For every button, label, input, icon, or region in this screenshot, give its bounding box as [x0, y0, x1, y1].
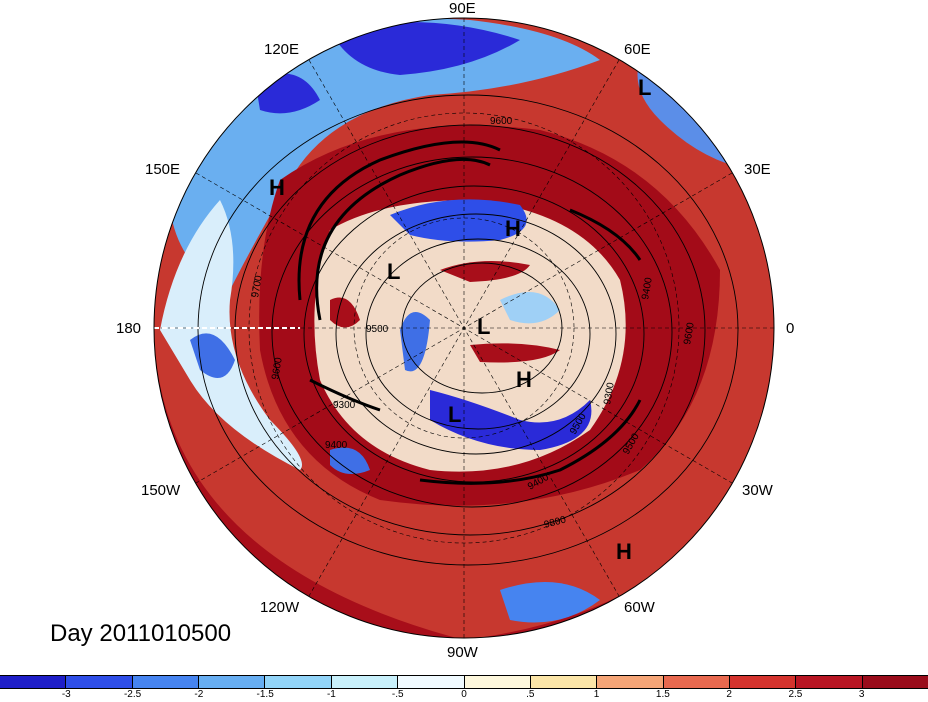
- high-pressure-marker: H: [269, 175, 285, 200]
- colorbar-swatch: [530, 676, 598, 688]
- colorbar-tick-label: -3: [61, 689, 71, 700]
- contour-label: 9300: [602, 381, 617, 405]
- colorbar-swatch: [66, 676, 133, 688]
- colorbar-tick-label: -1: [326, 689, 336, 700]
- lon-label-90w: 90W: [447, 644, 478, 661]
- lon-label-90e: 90E: [449, 0, 476, 17]
- colorbar-swatch: [199, 676, 266, 688]
- colorbar-tick-label: -.5: [391, 689, 404, 700]
- colorbar-swatch: [0, 676, 67, 688]
- lon-label-0: 0: [786, 320, 795, 337]
- jet-contours: [297, 140, 642, 485]
- colorbar-swatch: [597, 676, 664, 688]
- high-pressure-marker: H: [516, 367, 532, 392]
- colorbar: [0, 675, 928, 689]
- colorbar-swatch: [464, 676, 531, 688]
- colorbar-tick-label: .5: [526, 689, 535, 700]
- colorbar-swatch: [796, 676, 863, 688]
- lon-label-180: 180: [116, 320, 142, 337]
- lon-label-150e: 150E: [145, 161, 181, 178]
- polar-map: 9600 9700 9500 9400 9300 9400 9300 9600 …: [153, 17, 775, 639]
- low-pressure-marker: L: [387, 259, 401, 284]
- map-title: Day 2011010500: [50, 620, 232, 647]
- colorbar-tick-label: -2.5: [123, 689, 142, 700]
- high-pressure-marker: H: [505, 216, 521, 241]
- lon-label-30w: 30W: [742, 482, 773, 499]
- low-pressure-marker: L: [448, 402, 462, 427]
- lon-label-60e: 60E: [624, 41, 651, 58]
- colorbar-swatch: [331, 676, 399, 688]
- lon-label-120e: 120E: [264, 41, 300, 58]
- colorbar-swatch: [663, 676, 730, 688]
- colorbar-tick-label: 3: [858, 689, 865, 700]
- contour-label: 9700: [250, 274, 265, 298]
- contour-label: 9600: [682, 321, 697, 345]
- colorbar-tick-label: 2.5: [788, 689, 803, 700]
- colorbar-swatch: [729, 676, 797, 688]
- colorbar-tick-label: -1.5: [256, 689, 274, 700]
- contour-label: 9400: [325, 440, 348, 451]
- contour-label: 9400: [640, 276, 655, 300]
- colorbar-labels: -3 -2.5 -2 -1.5 -1 -.5 0 .5 1 1.5 2 2.5 3: [0, 689, 928, 702]
- lon-label-120w: 120W: [260, 599, 300, 616]
- colorbar-tick-label: 2: [726, 689, 732, 700]
- colorbar-swatch: [265, 676, 332, 688]
- colorbar-tick-label: 0: [461, 689, 467, 700]
- lon-label-60w: 60W: [624, 599, 655, 616]
- low-pressure-marker: L: [477, 314, 491, 339]
- colorbar-swatch: [862, 676, 928, 688]
- high-pressure-marker: H: [616, 539, 632, 564]
- contour-label: 9500: [366, 324, 389, 335]
- contour-label: 9600: [270, 356, 285, 380]
- lon-label-150w: 150W: [141, 482, 181, 499]
- colorbar-tick-label: 1: [593, 689, 600, 700]
- colorbar-tick-label: -2: [194, 689, 204, 700]
- colorbar-swatch: [132, 676, 200, 688]
- contour-label: 9300: [333, 400, 356, 411]
- colorbar-swatch: [398, 676, 465, 688]
- low-pressure-marker: L: [638, 75, 652, 100]
- anomaly-field: [154, 18, 774, 638]
- lon-label-30e: 30E: [744, 161, 771, 178]
- colorbar-tick-label: 1.5: [655, 689, 670, 700]
- graticule: [154, 18, 774, 638]
- contour-label: 9600: [490, 116, 513, 127]
